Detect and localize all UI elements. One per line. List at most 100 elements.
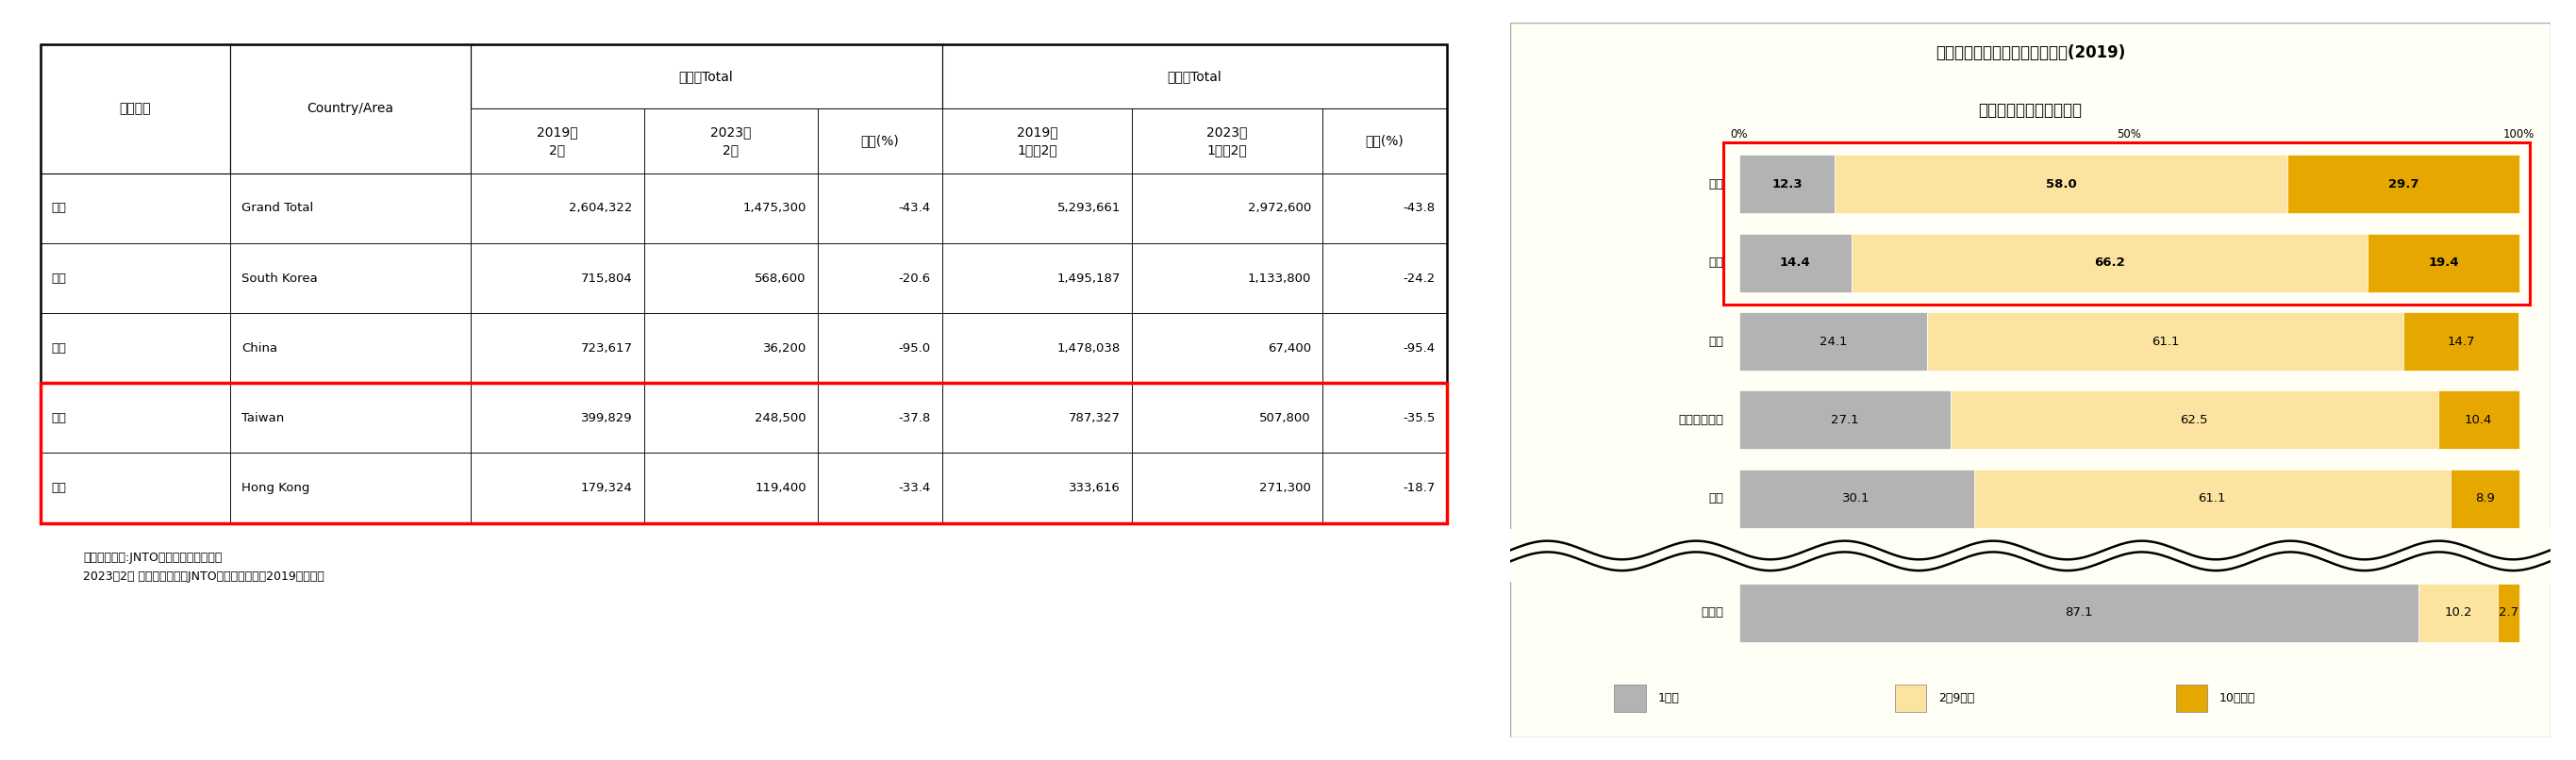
- Bar: [471, 44, 943, 109]
- Bar: [817, 453, 943, 523]
- Bar: [41, 313, 229, 383]
- Bar: [229, 109, 471, 173]
- Text: 台湾: 台湾: [1708, 257, 1723, 269]
- Bar: [41, 383, 1448, 523]
- Bar: [1321, 383, 1448, 453]
- Text: 5,293,661: 5,293,661: [1056, 202, 1121, 214]
- Text: 中国: 中国: [52, 342, 67, 354]
- Bar: [817, 243, 943, 313]
- Text: 119,400: 119,400: [755, 482, 806, 494]
- Bar: [644, 44, 817, 109]
- Bar: [2403, 312, 2519, 371]
- Bar: [1321, 109, 1448, 173]
- Bar: [644, 243, 817, 313]
- Text: 787,327: 787,327: [1069, 412, 1121, 424]
- Text: 国籍・地域別訪日回数の構成比(2019): 国籍・地域別訪日回数の構成比(2019): [1935, 44, 2125, 62]
- Text: 27.1: 27.1: [1832, 414, 1860, 426]
- Bar: [817, 313, 943, 383]
- Text: South Korea: South Korea: [242, 272, 317, 284]
- Text: 10.2: 10.2: [2445, 606, 2473, 619]
- Text: Grand Total: Grand Total: [242, 202, 314, 214]
- Bar: [943, 383, 1131, 453]
- Bar: [471, 173, 644, 243]
- Bar: [644, 383, 817, 453]
- Bar: [943, 383, 1131, 453]
- Bar: [817, 243, 943, 313]
- Text: -43.8: -43.8: [1404, 202, 1435, 214]
- Bar: [1739, 155, 1834, 214]
- Text: 271,300: 271,300: [1260, 482, 1311, 494]
- Text: 韓国: 韓国: [52, 272, 67, 284]
- Bar: [943, 44, 1131, 109]
- Bar: [1973, 470, 2450, 528]
- Text: 1,133,800: 1,133,800: [1247, 272, 1311, 284]
- Bar: [2499, 584, 2519, 642]
- Text: 715,804: 715,804: [582, 272, 634, 284]
- Text: 【観光・レジャー目的】: 【観光・レジャー目的】: [1978, 101, 2081, 119]
- Bar: [1321, 453, 1448, 523]
- Bar: [2287, 155, 2519, 214]
- Text: 1回目: 1回目: [1659, 692, 1680, 704]
- Text: 2～9回目: 2～9回目: [1940, 692, 1976, 704]
- Bar: [817, 313, 943, 383]
- Text: 8.9: 8.9: [2476, 492, 2496, 505]
- Bar: [229, 313, 471, 383]
- Bar: [1131, 383, 1321, 453]
- Bar: [471, 313, 644, 383]
- Bar: [1321, 313, 1448, 383]
- Text: -95.0: -95.0: [899, 342, 930, 354]
- Text: 1,495,187: 1,495,187: [1056, 272, 1121, 284]
- Bar: [41, 109, 229, 173]
- Text: 10回以上: 10回以上: [2221, 692, 2257, 704]
- Bar: [1739, 312, 1927, 371]
- Text: -95.4: -95.4: [1404, 342, 1435, 354]
- Bar: [817, 453, 943, 523]
- Bar: [229, 173, 471, 243]
- Bar: [471, 313, 644, 383]
- Bar: [471, 109, 644, 173]
- Text: 香港: 香港: [52, 482, 67, 494]
- Text: 1,475,300: 1,475,300: [742, 202, 806, 214]
- Bar: [41, 173, 229, 243]
- Bar: [471, 383, 644, 453]
- Bar: [943, 453, 1131, 523]
- Bar: [229, 243, 471, 313]
- Text: 2,972,600: 2,972,600: [1247, 202, 1311, 214]
- Bar: [471, 109, 644, 173]
- Text: タイ: タイ: [1708, 492, 1723, 505]
- Bar: [644, 383, 817, 453]
- Bar: [817, 173, 943, 243]
- Bar: [229, 243, 471, 313]
- Text: 香港: 香港: [1708, 178, 1723, 191]
- Text: 507,800: 507,800: [1260, 412, 1311, 424]
- Bar: [41, 453, 229, 523]
- Text: 61.1: 61.1: [2197, 492, 2226, 505]
- Bar: [41, 313, 229, 383]
- Text: 台湾: 台湾: [52, 412, 67, 424]
- Text: シンガポール: シンガポール: [1677, 414, 1723, 426]
- Text: China: China: [242, 342, 278, 354]
- Bar: [943, 44, 1448, 109]
- Bar: [943, 243, 1131, 313]
- Text: -43.4: -43.4: [899, 202, 930, 214]
- Bar: [1739, 391, 1950, 449]
- Text: -33.4: -33.4: [899, 482, 930, 494]
- Text: 100%: 100%: [2504, 128, 2535, 141]
- Bar: [817, 383, 943, 453]
- Text: 58.0: 58.0: [2045, 178, 2076, 191]
- Text: 61.1: 61.1: [2151, 335, 2179, 347]
- Text: 2.7: 2.7: [2499, 606, 2519, 619]
- Bar: [41, 44, 229, 173]
- Text: Taiwan: Taiwan: [242, 412, 283, 424]
- Text: 韓国: 韓国: [1708, 335, 1723, 347]
- Text: 87.1: 87.1: [2066, 606, 2092, 619]
- Bar: [229, 383, 471, 453]
- Text: 179,324: 179,324: [580, 482, 634, 494]
- Bar: [1131, 453, 1321, 523]
- Text: 333,616: 333,616: [1069, 482, 1121, 494]
- Text: 総数: 総数: [52, 202, 67, 214]
- Bar: [229, 44, 471, 109]
- Bar: [943, 313, 1131, 383]
- Text: 12.3: 12.3: [1772, 178, 1803, 191]
- Bar: [644, 109, 817, 173]
